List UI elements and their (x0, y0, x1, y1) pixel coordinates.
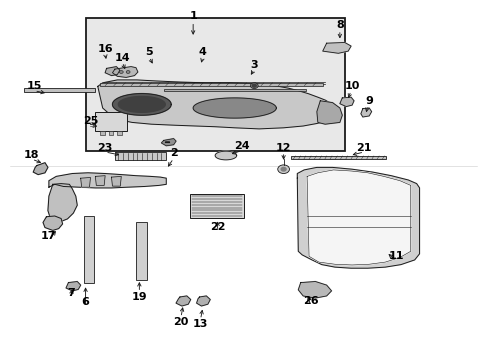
Text: 9: 9 (365, 96, 372, 106)
Bar (117, 131, 122, 135)
Bar (85, 18, 344, 151)
Text: 23: 23 (97, 143, 113, 153)
Text: 11: 11 (387, 251, 403, 261)
Polygon shape (316, 101, 342, 124)
Polygon shape (193, 98, 276, 118)
Text: 1: 1 (189, 11, 197, 21)
Polygon shape (111, 176, 121, 186)
Polygon shape (215, 151, 236, 160)
Circle shape (250, 83, 258, 89)
Circle shape (119, 71, 123, 73)
Polygon shape (297, 167, 419, 268)
Bar (108, 131, 113, 135)
Text: 26: 26 (302, 296, 318, 306)
Polygon shape (176, 296, 190, 306)
Polygon shape (339, 97, 353, 107)
Bar (136, 222, 146, 280)
Text: 7: 7 (67, 288, 75, 298)
Bar (290, 156, 386, 159)
Text: 5: 5 (145, 47, 153, 57)
Text: 25: 25 (82, 116, 98, 126)
Circle shape (126, 71, 130, 73)
Polygon shape (98, 80, 339, 129)
Polygon shape (33, 163, 48, 175)
Text: 18: 18 (24, 150, 40, 160)
Polygon shape (95, 176, 105, 185)
Text: 22: 22 (209, 222, 225, 232)
Text: 17: 17 (41, 231, 57, 241)
Text: 10: 10 (344, 81, 359, 91)
Polygon shape (43, 216, 62, 230)
Circle shape (281, 167, 285, 171)
Text: 14: 14 (114, 53, 130, 63)
Text: 4: 4 (199, 47, 206, 57)
Text: 6: 6 (81, 297, 89, 307)
Bar (189, 194, 243, 218)
Polygon shape (306, 170, 410, 265)
Polygon shape (118, 96, 165, 112)
Text: 3: 3 (250, 60, 258, 70)
Bar (100, 83, 322, 86)
Text: 16: 16 (97, 44, 113, 54)
Text: 15: 15 (26, 81, 42, 91)
Polygon shape (105, 67, 120, 76)
Polygon shape (298, 282, 331, 298)
Text: 12: 12 (275, 143, 291, 153)
Text: 21: 21 (356, 143, 371, 153)
Text: 2: 2 (169, 148, 177, 158)
Polygon shape (161, 139, 176, 146)
Polygon shape (322, 42, 350, 53)
Bar (115, 152, 166, 160)
Text: 24: 24 (234, 141, 249, 151)
Bar (100, 131, 105, 135)
Polygon shape (66, 282, 81, 291)
Circle shape (252, 84, 256, 87)
Bar (24, 88, 95, 92)
Polygon shape (360, 108, 371, 117)
Bar (95, 112, 127, 131)
Polygon shape (196, 296, 210, 306)
Polygon shape (81, 177, 90, 187)
Polygon shape (112, 67, 138, 77)
Bar (163, 89, 305, 91)
Polygon shape (48, 184, 77, 221)
Text: 13: 13 (192, 319, 208, 329)
Circle shape (277, 165, 289, 174)
Text: 8: 8 (335, 20, 343, 30)
Polygon shape (112, 94, 171, 115)
Polygon shape (49, 173, 166, 188)
Text: 20: 20 (173, 317, 188, 327)
Text: 19: 19 (131, 292, 147, 302)
Bar (84, 216, 94, 283)
